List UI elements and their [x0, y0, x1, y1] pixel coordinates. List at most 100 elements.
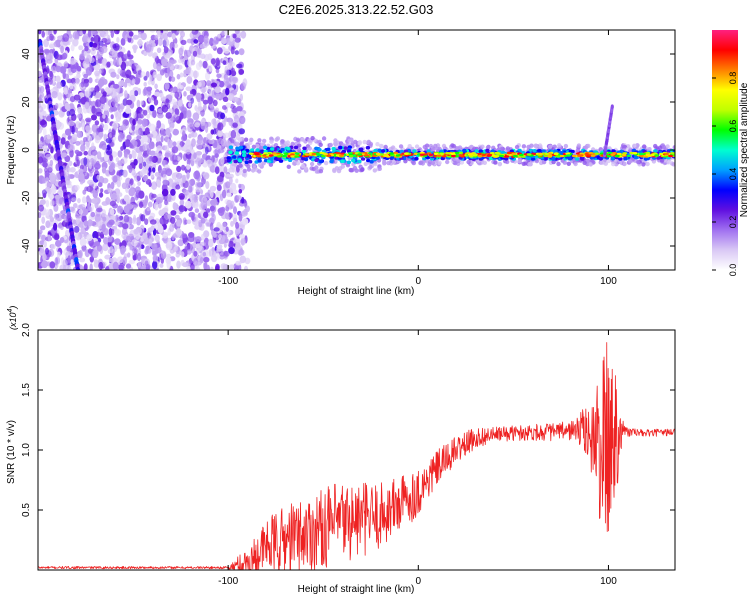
noise-cell: [93, 241, 101, 247]
noise-cell: [103, 104, 110, 111]
noise-cell: [111, 193, 118, 200]
noise-cell: [121, 182, 127, 190]
noise-cell: [136, 253, 142, 261]
snr-scale-label: (x10: [8, 312, 18, 330]
noise-cell: [55, 240, 62, 247]
noise-cell: [185, 86, 193, 92]
noise-cell: [172, 159, 179, 165]
band-halo-cell: [433, 143, 438, 149]
noise-cell: [159, 263, 164, 268]
noise-cell: [56, 251, 61, 258]
noise-cell: [92, 249, 99, 259]
noise-cell: [236, 63, 243, 69]
noise-cell: [100, 157, 104, 163]
noise-cell: [166, 66, 171, 75]
noise-cell: [42, 253, 47, 261]
noise-cell: [205, 181, 210, 189]
noise-cell: [138, 190, 145, 199]
noise-cell: [238, 68, 245, 75]
noise-cell: [50, 243, 56, 250]
band-core-cell: [645, 153, 651, 157]
band-halo-cell: [237, 137, 243, 142]
noise-cell: [143, 109, 148, 116]
noise-cell: [139, 169, 145, 176]
noise-cell: [194, 224, 201, 230]
noise-cell: [100, 234, 105, 239]
noise-cell: [125, 108, 132, 114]
band-halo-cell: [354, 168, 359, 173]
noise-cell: [45, 138, 51, 144]
band-halo-cell: [482, 160, 487, 165]
band-halo-cell: [628, 159, 633, 164]
noise-cell: [108, 246, 114, 254]
noise-cell: [111, 228, 115, 236]
noise-cell: [233, 206, 237, 215]
band-core-cell: [468, 153, 473, 156]
noise-cell: [198, 245, 204, 254]
band-core-cell: [268, 154, 274, 157]
noise-cell: [148, 96, 154, 103]
band-halo-cell: [318, 169, 324, 174]
band-halo-cell: [328, 142, 334, 148]
band-mid-cell: [618, 157, 623, 161]
noise-cell: [146, 133, 154, 139]
noise-cell: [194, 236, 202, 243]
noise-cell: [201, 196, 208, 205]
noise-cell: [157, 224, 164, 234]
noise-cell: [38, 70, 42, 77]
band-halo-cell: [456, 158, 461, 163]
noise-cell: [151, 193, 157, 199]
noise-cell: [56, 103, 64, 109]
noise-cell: [93, 34, 101, 44]
noise-cell: [127, 50, 131, 58]
noise-cell: [222, 222, 227, 231]
band-mid-cell: [247, 159, 253, 164]
noise-cell: [121, 227, 128, 236]
band-core-cell: [423, 153, 428, 156]
noise-cell: [140, 32, 147, 41]
band-halo-cell: [368, 141, 374, 147]
band-core-cell: [433, 152, 439, 156]
noise-cell: [71, 197, 77, 202]
noise-cell: [138, 163, 143, 170]
noise-cell: [90, 37, 95, 42]
band-halo-cell: [573, 161, 578, 167]
band-mid-cell: [255, 148, 260, 152]
noise-cell: [98, 143, 103, 149]
noise-cell: [124, 90, 128, 98]
noise-cell: [160, 129, 166, 137]
noise-cell: [70, 44, 75, 52]
band-halo-cell: [255, 143, 260, 149]
noise-cell: [45, 199, 50, 208]
noise-cell: [132, 118, 136, 126]
noise-cell: [118, 57, 123, 66]
noise-cell: [92, 190, 99, 199]
band-core-cell: [588, 152, 594, 155]
noise-cell: [69, 57, 77, 65]
noise-cell: [214, 265, 220, 270]
band-core-cell: [311, 152, 317, 156]
band-mid-cell: [656, 156, 661, 160]
noise-cell: [149, 104, 155, 112]
band-halo-cell: [645, 161, 650, 167]
noise-cell: [171, 30, 177, 35]
noise-cell: [64, 102, 70, 110]
band-core-cell: [506, 151, 512, 155]
noise-cell: [51, 65, 57, 74]
noise-cell: [214, 107, 220, 114]
noise-cell: [79, 238, 87, 247]
noise-cell: [137, 38, 143, 47]
noise-cell: [149, 30, 156, 33]
colorbar-tick-label: 0.8: [728, 72, 738, 85]
noise-cell: [148, 155, 154, 162]
noise-cell: [85, 57, 90, 65]
band-core-cell: [248, 152, 254, 155]
band-halo-cell: [378, 143, 384, 149]
band-halo-cell: [552, 144, 557, 149]
noise-cell: [223, 48, 230, 54]
band-core-cell: [393, 151, 398, 155]
noise-cell: [81, 196, 87, 204]
noise-cell: [117, 134, 124, 142]
noise-cell: [164, 134, 170, 143]
snr-series-line: [38, 342, 675, 570]
